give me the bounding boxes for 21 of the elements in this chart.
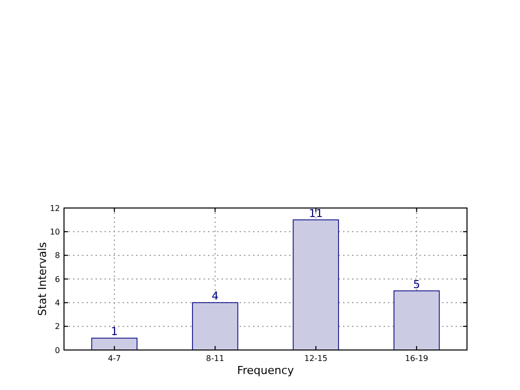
bar: [91, 338, 138, 350]
x-axis-title: Frequency: [237, 364, 294, 377]
x-tick-label: 12-15: [304, 354, 328, 363]
y-tick-label: 10: [50, 227, 60, 236]
bar: [394, 290, 440, 350]
y-axis-title: Stat Intervals: [36, 242, 49, 316]
bar: [292, 219, 339, 350]
y-tick-label: 12: [50, 204, 60, 213]
y-tick-label: 6: [54, 274, 60, 284]
data-label: 5: [413, 278, 420, 291]
data-label: 11: [308, 206, 323, 220]
y-tick-label: 4: [54, 298, 60, 308]
y-tick-label: 0: [54, 346, 60, 355]
x-tick-label: 4-7: [108, 354, 121, 363]
x-tick-label: 8-11: [206, 354, 224, 363]
y-tick-label: 8: [54, 251, 60, 260]
data-label: 1: [110, 325, 118, 338]
x-tick-label: 16-19: [405, 354, 428, 363]
y-tick-label: 2: [54, 322, 60, 332]
bar: [192, 302, 238, 350]
data-label: 4: [212, 290, 219, 303]
